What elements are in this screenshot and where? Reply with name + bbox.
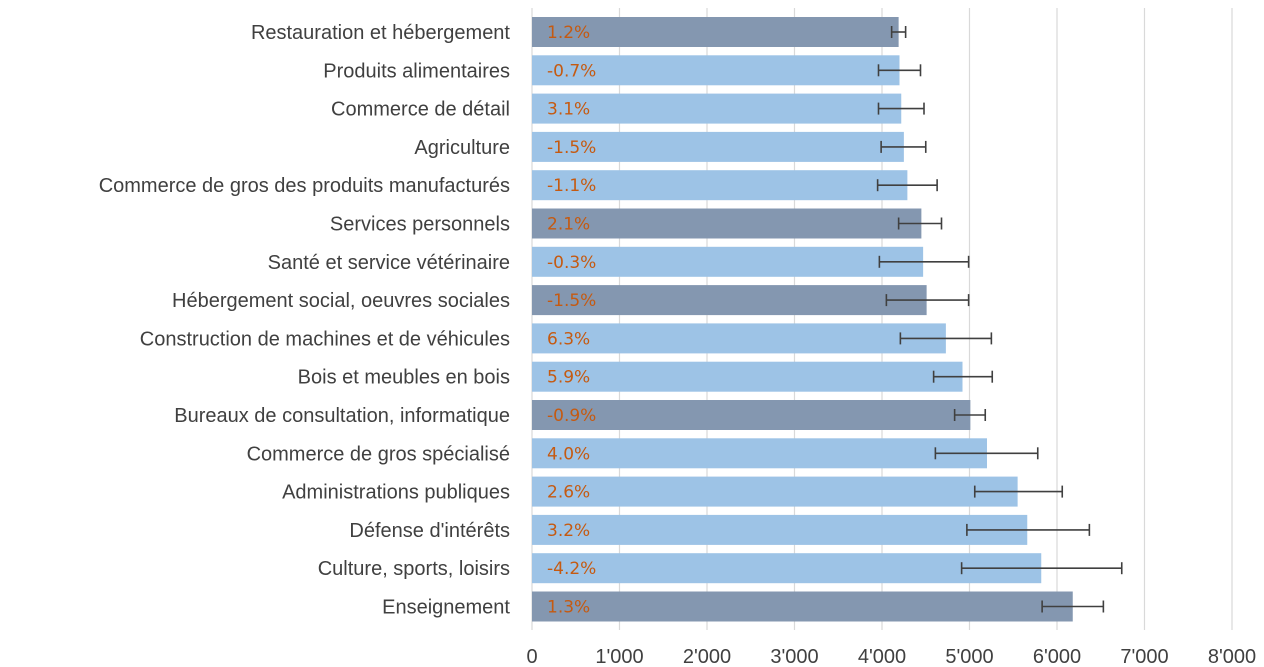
category-label: Commerce de gros spécialisé [247, 443, 510, 465]
x-tick-label: 3'000 [770, 646, 818, 667]
data-label: -1.5% [547, 291, 596, 311]
error-bar [885, 294, 970, 307]
category-label: Commerce de détail [331, 99, 510, 121]
category-label: Agriculture [414, 137, 510, 159]
bar [532, 93, 902, 124]
category-label: Santé et service vétérinaire [268, 252, 510, 274]
error-bar [934, 447, 1039, 460]
bar [532, 553, 1042, 584]
category-label: Défense d'intérêts [349, 520, 510, 542]
x-axis-tick-labels: 0 1'000 2'000 3'000 4'000 5'000 6'000 7'000 8'00… [526, 646, 1256, 667]
bar [532, 208, 922, 239]
category-label: Commerce de gros des produits manufactur… [99, 175, 510, 197]
bar [532, 246, 924, 277]
bar [532, 17, 899, 47]
data-label: 5.9% [547, 368, 590, 388]
x-tick-label: 5'000 [945, 646, 993, 667]
data-label: 6.3% [547, 329, 590, 349]
x-tick-label: 4'000 [858, 646, 906, 667]
category-label: Culture, sports, loisirs [318, 558, 510, 580]
data-label: -1.1% [547, 176, 596, 196]
category-label: Bois et meubles en bois [298, 367, 510, 389]
data-label: 2.6% [547, 483, 590, 503]
category-label: Services personnels [330, 214, 510, 236]
category-label: Construction de machines et de véhicules [140, 328, 510, 350]
data-labels: 1.2% -0.7% 3.1% -1.5% -1.1% 2.1% -0.3% -1.5% 6.3… [547, 23, 596, 618]
error-bar [1041, 600, 1105, 613]
bars [532, 17, 1073, 622]
data-label: -0.3% [547, 253, 596, 273]
category-label: Enseignement [382, 597, 510, 619]
bar [532, 361, 963, 392]
bar [532, 131, 904, 162]
data-label: -0.7% [547, 61, 596, 81]
data-label: 1.3% [547, 598, 590, 618]
x-tick-label: 0 [526, 646, 537, 667]
error-bar [899, 332, 993, 345]
bar [532, 170, 908, 201]
category-label: Bureaux de consultation, informatique [174, 405, 510, 427]
category-label: Administrations publiques [282, 482, 510, 504]
error-bar [960, 562, 1123, 575]
data-label: -1.5% [547, 138, 596, 158]
error-bar [953, 409, 987, 421]
error-bar [877, 102, 925, 115]
category-label: Produits alimentaires [323, 60, 510, 82]
bar [532, 438, 987, 469]
data-label: -0.9% [547, 406, 596, 426]
error-bar [890, 26, 907, 38]
bar [532, 591, 1073, 622]
category-label: Hébergement social, oeuvres sociales [172, 290, 510, 312]
error-bar [932, 370, 994, 383]
error-bar [878, 255, 970, 268]
data-label: 2.1% [547, 215, 590, 235]
bar [532, 476, 1018, 507]
error-bar [877, 64, 922, 77]
error-bars [876, 26, 1123, 613]
data-label: 1.2% [547, 23, 590, 43]
bar [532, 514, 1028, 545]
data-label: 3.1% [547, 100, 590, 120]
data-label: 4.0% [547, 444, 590, 464]
error-bar [897, 217, 943, 230]
x-tick-label: 2'000 [683, 646, 731, 667]
error-bar [966, 523, 1091, 536]
x-tick-label: 8'000 [1208, 646, 1256, 667]
x-tick-label: 7'000 [1120, 646, 1168, 667]
bar [532, 285, 927, 316]
x-tick-label: 6'000 [1033, 646, 1081, 667]
category-labels: Restauration et hébergement Produits alim… [99, 22, 511, 619]
error-bar [880, 140, 927, 153]
bar [532, 55, 900, 86]
bar [532, 323, 946, 354]
data-label: -4.2% [547, 559, 596, 579]
bar [532, 400, 971, 430]
error-bar [973, 485, 1064, 498]
data-label: 3.2% [547, 521, 590, 541]
category-label: Restauration et hébergement [251, 22, 510, 44]
x-tick-label: 1'000 [595, 646, 643, 667]
error-bar [876, 179, 938, 192]
